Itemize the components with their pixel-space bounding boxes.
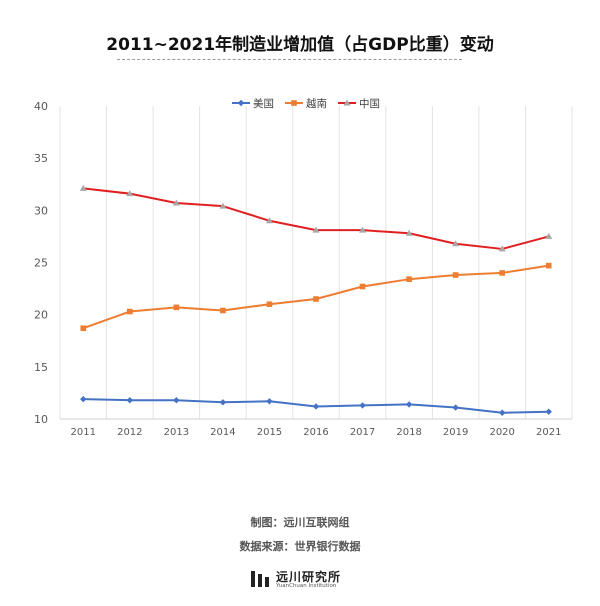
- x-tick-label: 2011: [71, 427, 96, 438]
- y-tick-label: 15: [34, 361, 48, 374]
- data-source-credit: 数据来源：世界银行数据: [239, 540, 361, 553]
- data-point: [126, 190, 134, 197]
- y-tick-label: 10: [34, 413, 48, 426]
- y-tick-label: 35: [34, 152, 48, 165]
- data-point: [498, 245, 506, 252]
- x-tick-label: 2012: [117, 427, 142, 438]
- x-tick-label: 2020: [489, 427, 514, 438]
- data-point: [220, 307, 226, 314]
- data-point: [173, 304, 180, 311]
- data-point: [173, 397, 180, 404]
- x-tick-label: 2015: [257, 427, 282, 438]
- x-tick-label: 2017: [350, 427, 375, 438]
- series-group: [80, 395, 552, 416]
- data-point: [405, 229, 413, 236]
- x-tick-label: 2016: [303, 427, 328, 438]
- data-point: [172, 199, 180, 206]
- data-point: [545, 408, 552, 415]
- data-point: [359, 283, 366, 290]
- grid-lines: [59, 106, 573, 419]
- data-point: [80, 325, 87, 332]
- y-tick-label: 25: [34, 257, 48, 270]
- data-point: [126, 397, 134, 404]
- x-tick-label: 2013: [164, 427, 189, 438]
- institution-logo: 远川研究所 YuanChuan Institution: [250, 567, 360, 593]
- legend-label: 中国: [359, 97, 380, 110]
- y-tick-label: 20: [34, 309, 48, 322]
- data-point: [452, 272, 459, 278]
- legend: 美国 越南 中国: [232, 97, 380, 110]
- x-tick-label: 2019: [443, 427, 468, 438]
- data-point: [80, 395, 87, 403]
- legend-label: 越南: [306, 97, 327, 110]
- data-point: [79, 184, 87, 191]
- axes: 10 15 20 25 30 35 40 2011 2012 2013 2014 2015 2016 20…: [34, 100, 572, 438]
- legend-label: 美国: [253, 97, 274, 110]
- data-point: [265, 217, 273, 224]
- series-group: [80, 262, 552, 332]
- logo-subtitle: YuanChuan Institution: [276, 583, 337, 589]
- title-divider: [117, 59, 462, 60]
- data-point: [127, 308, 133, 315]
- y-tick-label: 30: [34, 204, 48, 217]
- chart-title: 2011~2021年制造业增加值（占GDP比重）变动: [106, 35, 494, 55]
- legend-marker: [237, 99, 245, 107]
- x-tick-label: 2021: [536, 427, 561, 438]
- data-point: [499, 270, 505, 276]
- data-point: [313, 296, 319, 302]
- data-point: [266, 398, 273, 405]
- data-point: [312, 403, 320, 410]
- data-point: [219, 399, 227, 406]
- data-point: [219, 202, 227, 209]
- x-tick-label: 2014: [210, 427, 235, 438]
- data-point: [545, 232, 553, 239]
- data-point: [498, 409, 506, 416]
- data-point: [266, 301, 273, 308]
- series-group: [79, 184, 553, 252]
- data-point: [405, 401, 413, 408]
- x-tick-label: 2018: [396, 427, 421, 438]
- data-point: [452, 240, 460, 247]
- series-lines: [79, 184, 553, 416]
- logo-bars-icon: [251, 571, 269, 587]
- logo-name: 远川研究所: [276, 570, 342, 584]
- data-point: [406, 276, 412, 282]
- chart-maker-credit: 制图：远川互联网组: [250, 516, 350, 529]
- y-tick-label: 40: [34, 100, 48, 113]
- data-point: [359, 226, 367, 233]
- data-point: [312, 226, 320, 233]
- legend-marker: [343, 99, 351, 106]
- data-point: [545, 262, 552, 269]
- legend-marker: [291, 100, 297, 106]
- data-point: [452, 404, 459, 411]
- data-point: [359, 402, 366, 409]
